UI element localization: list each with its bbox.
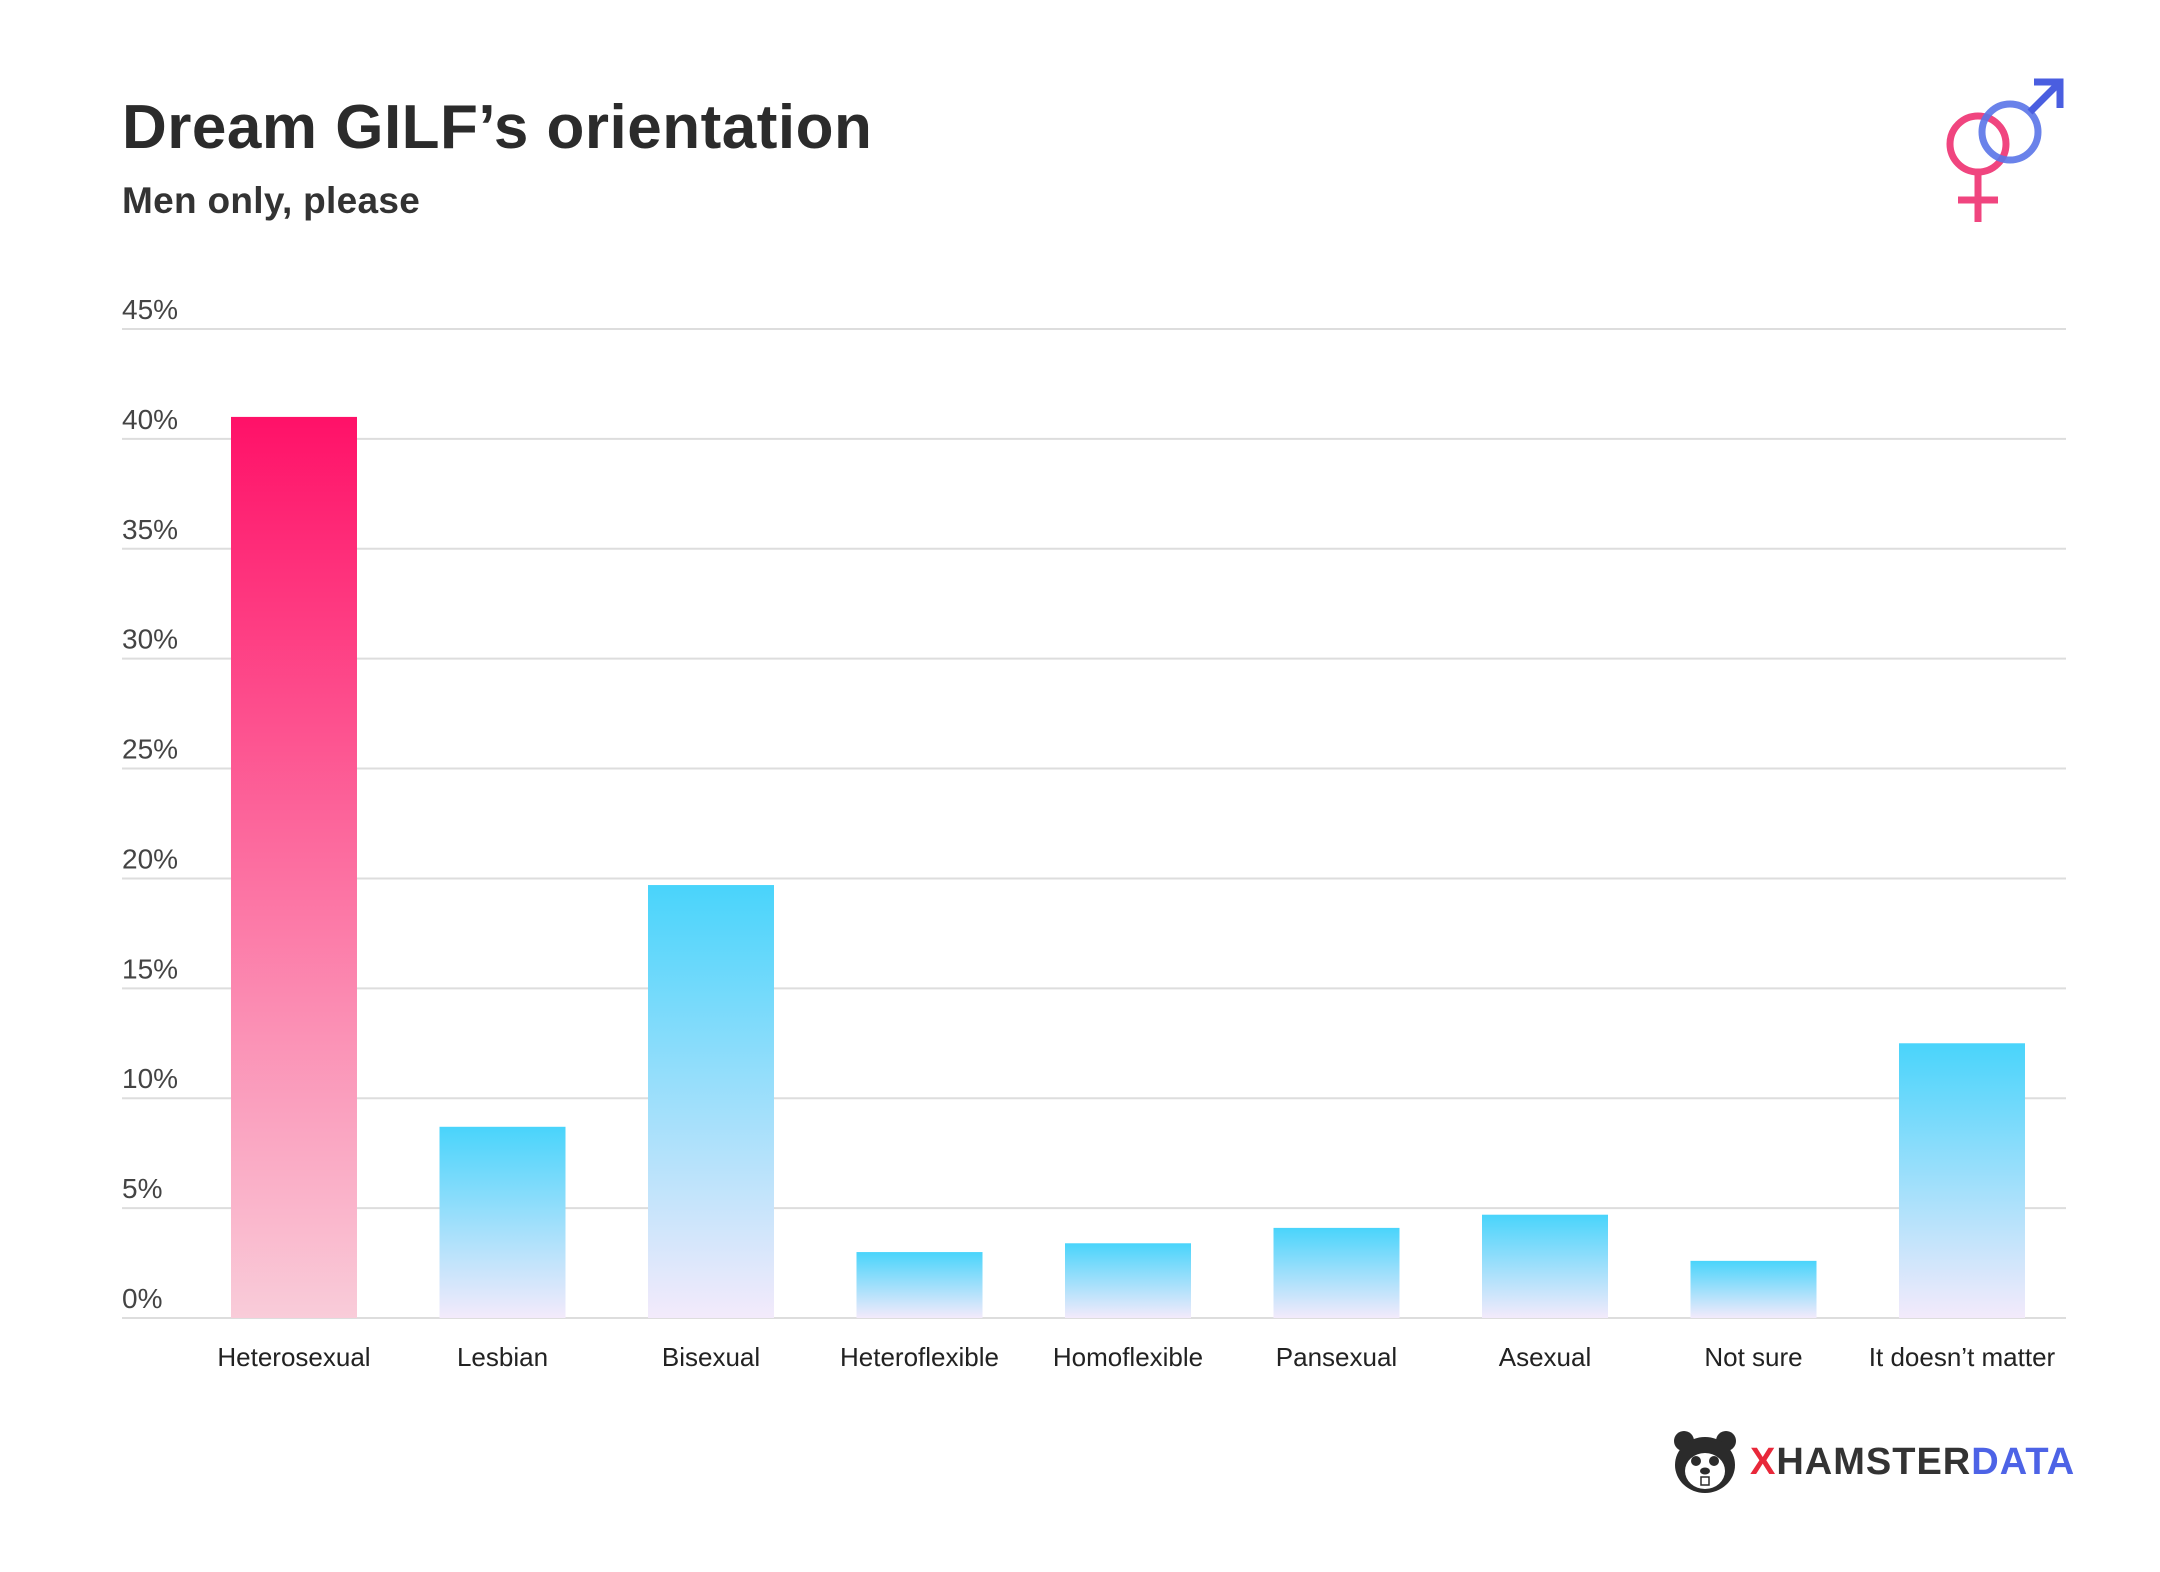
x-tick-label: Not sure <box>1704 1342 1802 1372</box>
y-tick-label: 10% <box>122 1063 178 1094</box>
chart-subtitle: Men only, please <box>122 180 421 221</box>
x-tick-label: Asexual <box>1499 1342 1592 1372</box>
bar-pansexual <box>1273 1227 1400 1318</box>
y-tick-label: 25% <box>122 734 178 765</box>
y-tick-label: 45% <box>122 294 178 325</box>
bar-lesbian <box>439 1126 566 1318</box>
x-tick-label: Homoflexible <box>1053 1342 1203 1372</box>
bar-chart: 0% 5% 10% 15% 20% 25% 30% 35% 40% 45% Heterosexua… <box>122 294 2066 1372</box>
y-tick-label: 20% <box>122 843 178 874</box>
chart-title: Dream GILF’s orientation <box>122 93 873 162</box>
brand-x: X <box>1750 1440 1777 1483</box>
y-tick-label: 30% <box>122 624 178 655</box>
x-tick-label: Lesbian <box>457 1342 548 1372</box>
y-tick-label: 35% <box>122 514 178 545</box>
x-tick-label: Heterosexual <box>217 1342 370 1372</box>
category-labels: Heterosexual Lesbian Bisexual Heteroflexibl… <box>217 1342 2055 1372</box>
brand-hamster: HAMSTER <box>1776 1440 1972 1483</box>
y-tick-label: 40% <box>122 404 178 435</box>
bar-heteroflexible <box>856 1252 983 1318</box>
brand-data: DATA <box>1971 1440 2076 1483</box>
x-tick-label: It doesn’t matter <box>1869 1342 2056 1372</box>
y-tick-label: 15% <box>122 953 178 984</box>
bar-not-sure <box>1690 1260 1817 1318</box>
y-tick-label: 5% <box>122 1173 162 1204</box>
brand-wordmark: XHAMSTERDATA <box>1750 1441 2075 1484</box>
hamster-logo-icon <box>1674 1431 1736 1493</box>
x-tick-label: Pansexual <box>1276 1342 1397 1372</box>
bar-heterosexual <box>231 416 357 1318</box>
x-tick-label: Bisexual <box>662 1342 760 1372</box>
bar-bisexual <box>648 885 774 1318</box>
bar-asexual <box>1482 1214 1608 1318</box>
grid-lines: 0% 5% 10% 15% 20% 25% 30% 35% 40% 45% <box>122 294 2066 1319</box>
bar-it-doesn-t-matter <box>1899 1043 2025 1318</box>
brand-logo: XHAMSTERDATA <box>1670 1424 2075 1500</box>
gender-symbols-icon <box>1946 78 2064 222</box>
bar-homoflexible <box>1065 1243 1191 1318</box>
x-tick-label: Heteroflexible <box>840 1342 999 1372</box>
bars <box>231 416 2025 1318</box>
y-tick-label: 0% <box>122 1283 162 1314</box>
